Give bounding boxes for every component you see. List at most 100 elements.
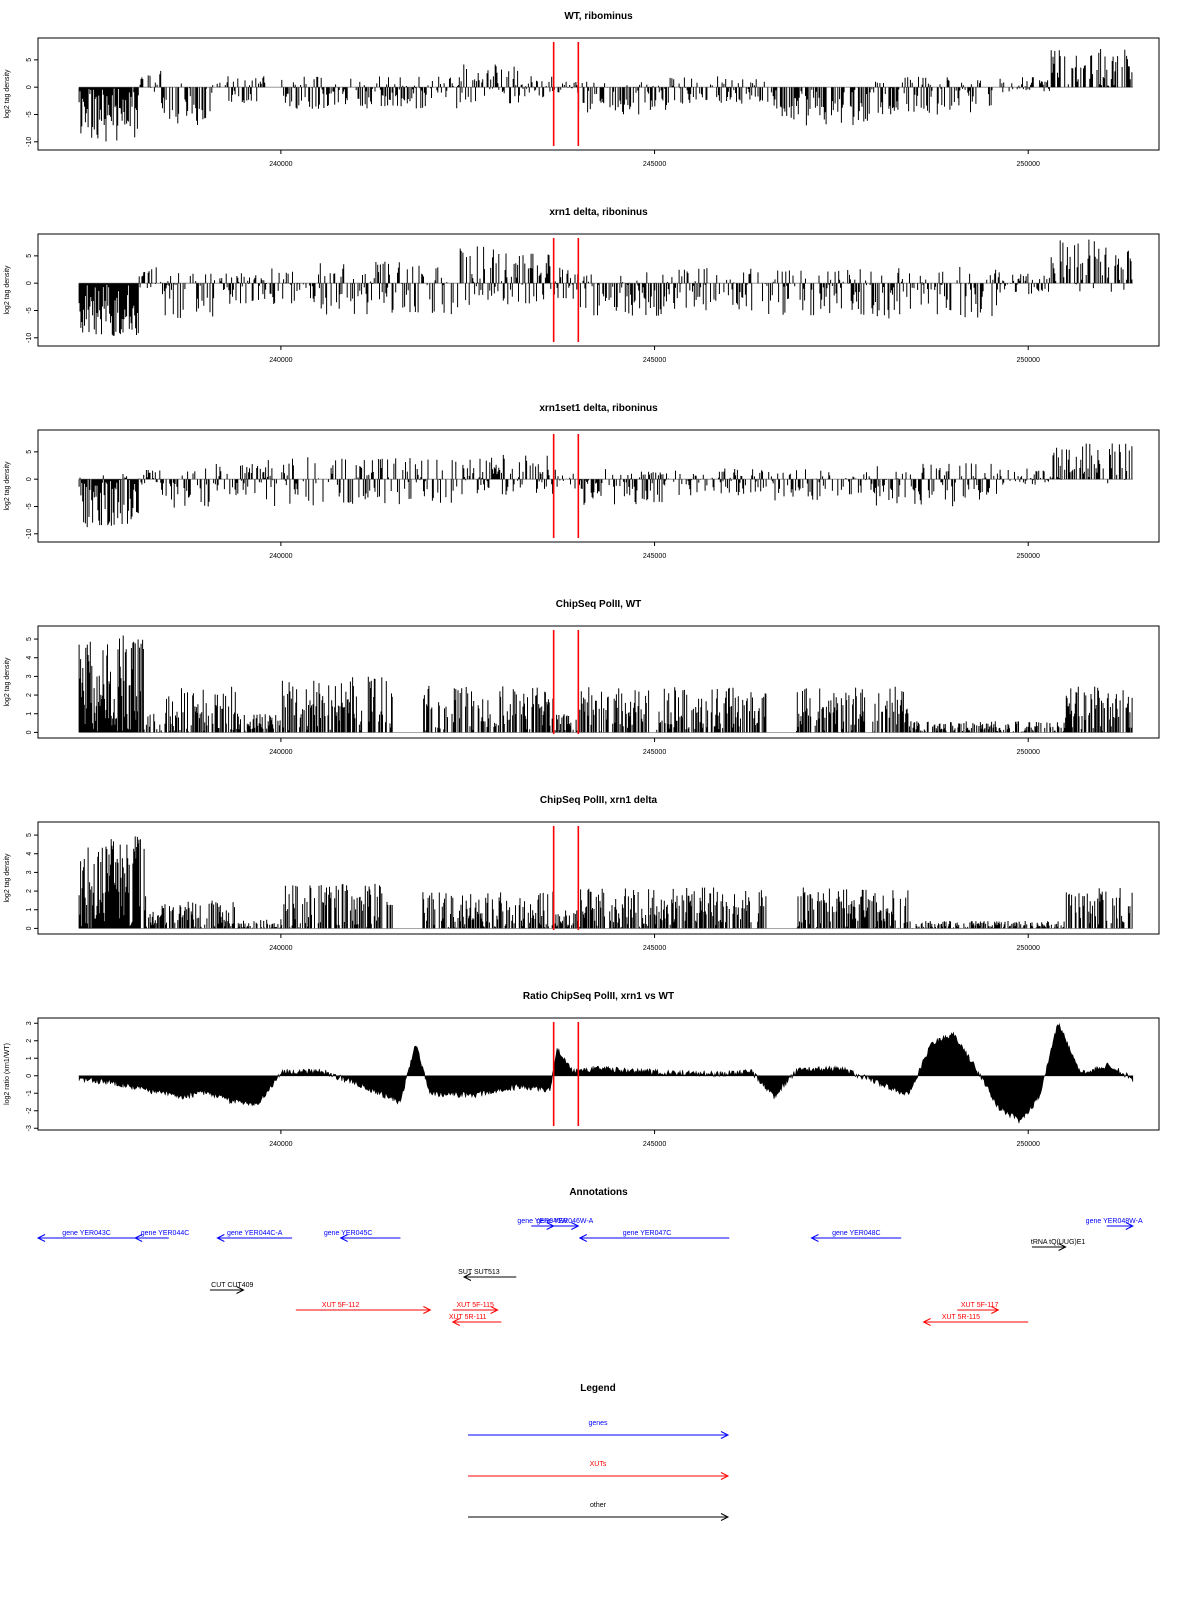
x-tick-label: 250000 xyxy=(1017,553,1040,560)
legend-label: genes xyxy=(588,1420,608,1427)
annotation-feature: XUT 5F-112 xyxy=(295,1302,432,1314)
y-tick-label: 5 xyxy=(26,833,33,837)
x-tick-label: 245000 xyxy=(643,749,666,756)
annotation-feature: tRNA tQ(UUG)E1 xyxy=(1031,1239,1086,1251)
feature-label: gene YER048W-A xyxy=(1086,1218,1143,1225)
feature-arrow-head xyxy=(1058,1243,1067,1251)
y-tick-label: 2 xyxy=(26,693,33,697)
x-tick-label: 240000 xyxy=(269,357,292,364)
annotation-feature: gene YER044C xyxy=(134,1230,190,1242)
annotation-feature: gene YER045C xyxy=(324,1230,401,1242)
legend-arrow-head xyxy=(720,1513,730,1521)
feature-label: tRNA tQ(UUG)E1 xyxy=(1031,1239,1086,1246)
y-tick-label: 2 xyxy=(26,1039,33,1043)
data-marks xyxy=(78,239,1133,336)
y-tick-label: 4 xyxy=(26,852,33,856)
feature-label: gene YER044C-A xyxy=(227,1230,283,1237)
plot-frame xyxy=(37,37,1160,151)
legend-arrow-head xyxy=(720,1472,730,1480)
legend-label: XUTs xyxy=(590,1461,607,1468)
y-tick-label: 4 xyxy=(26,656,33,660)
y-axis-label: log2 tag density xyxy=(4,265,11,315)
y-tick-label: 5 xyxy=(26,637,33,641)
annotation-feature: gene YER048W-A xyxy=(1086,1218,1143,1230)
y-tick-label: -10 xyxy=(26,529,33,539)
feature-label: XUT 5F-112 xyxy=(322,1302,360,1309)
y-tick-label: 2 xyxy=(26,889,33,893)
annotation-feature: SUT SUT513 xyxy=(458,1269,517,1281)
annotation-feature: CUT CUT409 xyxy=(209,1282,254,1294)
y-tick-label: 0 xyxy=(26,926,33,930)
x-tick-label: 240000 xyxy=(269,553,292,560)
y-tick-label: 5 xyxy=(26,58,33,62)
data-marks xyxy=(78,635,1133,733)
signal-bars xyxy=(78,239,1133,336)
feature-label: gene YER048C xyxy=(832,1230,881,1237)
panel-4: ChipSeq PolII, WT log2 tag density 0 1 2 3 4 5 2… xyxy=(4,599,1160,756)
y-tick-label: 1 xyxy=(26,712,33,716)
x-tick-label: 240000 xyxy=(269,749,292,756)
y-axis-label: log2 tag density xyxy=(4,69,11,119)
legend-entry: genes xyxy=(468,1420,730,1439)
y-tick-label: 0 xyxy=(26,85,33,89)
annotation-feature: gene YER044C-A xyxy=(216,1230,293,1242)
signal-bars xyxy=(78,635,1133,733)
x-tick-label: 250000 xyxy=(1017,161,1040,168)
panel-title: ChipSeq PolII, WT xyxy=(556,599,642,610)
y-axis-label: log2 tag density xyxy=(4,657,11,707)
feature-arrow-head xyxy=(571,1222,580,1230)
y-tick-label: -1 xyxy=(26,1090,33,1096)
x-tick-label: 245000 xyxy=(643,553,666,560)
plot-frame xyxy=(37,821,1160,935)
annotation-feature: gene YER043C xyxy=(36,1230,139,1242)
feature-arrow-head xyxy=(922,1318,931,1326)
legend-title: Legend xyxy=(580,1383,616,1394)
annotation-feature: XUT 5R-111 xyxy=(449,1314,502,1326)
x-tick-label: 245000 xyxy=(643,1141,666,1148)
plot-frame xyxy=(37,429,1160,543)
y-tick-label: 3 xyxy=(26,1021,33,1025)
y-tick-label: 3 xyxy=(26,870,33,874)
feature-arrow-head xyxy=(1125,1222,1134,1230)
panel-6: Ratio ChipSeq PolII, xrn1 vs WT log2 rati… xyxy=(4,991,1160,1148)
data-marks xyxy=(78,49,1133,142)
y-tick-label: 0 xyxy=(26,730,33,734)
legend: Legend genes XUTs other xyxy=(468,1383,730,1521)
x-tick-label: 240000 xyxy=(269,161,292,168)
legend-entry: XUTs xyxy=(468,1461,730,1480)
feature-label: gene YER046W-A xyxy=(536,1218,593,1225)
feature-arrow-head xyxy=(134,1234,143,1242)
x-tick-label: 250000 xyxy=(1017,1141,1040,1148)
feature-arrow-head xyxy=(339,1234,348,1242)
plot-frame xyxy=(37,233,1160,347)
annotation-feature: XUT 5F-115 xyxy=(452,1302,499,1314)
y-tick-label: 0 xyxy=(26,281,33,285)
feature-label: CUT CUT409 xyxy=(211,1282,253,1289)
feature-label: gene YER044C xyxy=(141,1230,190,1237)
panel-title: Ratio ChipSeq PolII, xrn1 vs WT xyxy=(523,991,674,1002)
feature-label: SUT SUT513 xyxy=(458,1269,500,1276)
feature-arrow-head xyxy=(36,1234,46,1242)
data-marks xyxy=(78,443,1133,528)
y-tick-label: -3 xyxy=(26,1125,33,1131)
y-axis-label: log2 tag density xyxy=(4,853,11,903)
feature-label: gene YER047C xyxy=(623,1230,672,1237)
signal-bars xyxy=(78,836,1133,929)
x-tick-label: 250000 xyxy=(1017,945,1040,952)
panel-title: xrn1 delta, riboninus xyxy=(549,207,648,218)
plot-frame xyxy=(37,1017,1160,1131)
panel-1: WT, ribominus log2 tag density -10 -5 0 5 2400… xyxy=(4,11,1160,168)
y-tick-label: -5 xyxy=(26,503,33,509)
y-tick-label: 1 xyxy=(26,908,33,912)
feature-label: gene YER046W xyxy=(517,1218,567,1225)
y-tick-label: 5 xyxy=(26,450,33,454)
feature-arrow-head xyxy=(490,1306,499,1314)
annotation-feature: XUT 5F-117 xyxy=(957,1302,1000,1314)
annotation-feature: XUT 5R-115 xyxy=(922,1314,1029,1326)
x-tick-label: 240000 xyxy=(269,945,292,952)
y-tick-label: -10 xyxy=(26,137,33,147)
y-tick-label: 0 xyxy=(26,1074,33,1078)
feature-label: gene YER043C xyxy=(62,1230,111,1237)
panel-title: ChipSeq PolII, xrn1 delta xyxy=(540,795,658,806)
y-tick-label: -5 xyxy=(26,111,33,117)
